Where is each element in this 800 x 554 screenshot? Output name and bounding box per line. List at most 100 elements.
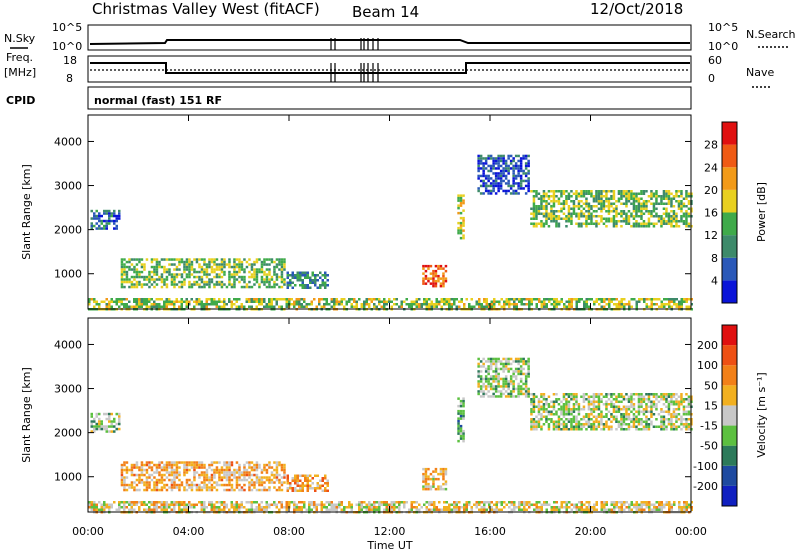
echo-cell: [140, 285, 144, 289]
echo-cell: [160, 478, 164, 482]
echo-cell: [610, 425, 613, 428]
echo-cell: [168, 506, 171, 509]
echo-cell: [519, 385, 523, 388]
echo-cell: [687, 202, 691, 205]
echo-cell: [125, 488, 129, 492]
echo-cell: [178, 483, 181, 487]
echo-cell: [670, 395, 673, 398]
echo-cell: [502, 169, 505, 173]
echo-cell: [223, 300, 226, 303]
echo-cell: [320, 501, 323, 504]
echo-cell: [90, 217, 93, 220]
echo-cell: [125, 506, 128, 509]
echo-cell: [675, 195, 678, 198]
echo-cell: [160, 503, 163, 506]
echo-cell: [434, 487, 438, 491]
echo-cell: [670, 205, 673, 208]
echo-cell: [418, 305, 421, 308]
echo-cell: [462, 439, 465, 443]
echo-cell: [304, 484, 307, 487]
echo-cell: [585, 428, 588, 431]
echo-cell: [635, 197, 638, 200]
ytick-label: 2000: [54, 427, 82, 440]
echo-cell: [205, 473, 209, 477]
echo-cell: [508, 305, 511, 308]
echo-cell: [479, 377, 483, 381]
echo-cell: [687, 200, 691, 203]
echo-cell: [205, 268, 209, 271]
echo-cell: [286, 284, 289, 287]
echo-cell: [424, 269, 428, 273]
echo-cell: [555, 298, 558, 301]
echo-cell: [158, 501, 161, 504]
echo-cell: [547, 423, 551, 426]
echo-cell: [230, 501, 233, 504]
echo-cell: [653, 506, 656, 509]
echo-cell: [567, 420, 571, 423]
echo-cell: [685, 305, 688, 308]
echo-cell: [678, 506, 681, 509]
echo-cell: [499, 367, 503, 371]
echo-cell: [550, 205, 553, 208]
echo-cell: [163, 503, 166, 506]
echo-cell: [155, 268, 159, 271]
echo-cell: [248, 486, 251, 489]
echo-cell: [220, 275, 224, 279]
echo-cell: [188, 468, 191, 472]
echo-cell: [477, 382, 480, 386]
echo-cell: [687, 423, 691, 426]
echo-cell: [643, 298, 646, 301]
echo-cell: [577, 425, 581, 428]
echo-cell: [685, 503, 688, 506]
echo-cell: [535, 210, 538, 213]
echo-cell: [625, 205, 628, 208]
echo-cell: [650, 303, 653, 306]
echo-cell: [484, 182, 488, 185]
echo-cell: [153, 486, 156, 489]
echo-cell: [328, 508, 331, 511]
echo-cell: [383, 501, 386, 504]
echo-cell: [306, 484, 309, 487]
echo-cell: [509, 367, 513, 371]
echo-cell: [620, 501, 623, 504]
echo-cell: [627, 220, 631, 223]
echo-cell: [108, 415, 111, 418]
echo-cell: [685, 225, 688, 228]
echo-cell: [645, 200, 648, 203]
echo-cell: [622, 423, 626, 426]
echo-cell: [275, 258, 279, 261]
echo-cell: [205, 468, 209, 472]
echo-cell: [672, 413, 676, 416]
echo-cell: [243, 483, 246, 487]
echo-cell: [532, 195, 536, 198]
echo-cell: [665, 197, 668, 200]
echo-cell: [138, 506, 141, 509]
echo-cell: [190, 466, 194, 469]
echo-cell: [570, 395, 573, 398]
echo-cell: [640, 222, 643, 225]
echo-cell: [650, 190, 653, 193]
echo-cell: [335, 506, 338, 509]
echo-cell: [547, 425, 551, 428]
echo-cell: [575, 503, 578, 506]
echo-cell: [612, 222, 616, 225]
echo-cell: [612, 197, 616, 200]
echo-cell: [413, 303, 416, 306]
echo-cell: [183, 278, 186, 281]
echo-cell: [630, 305, 633, 308]
echo-cell: [289, 279, 292, 282]
echo-cell: [572, 428, 576, 431]
echo-cell: [143, 268, 146, 271]
echo-cell: [135, 285, 139, 289]
echo-cell: [180, 503, 183, 506]
echo-cell: [497, 184, 500, 188]
echo-cell: [680, 398, 683, 401]
echo-cell: [183, 471, 186, 474]
echo-cell: [637, 205, 641, 208]
echo-cell: [306, 487, 309, 490]
echo-cell: [663, 303, 666, 306]
echo-cell: [370, 508, 373, 511]
echo-cell: [595, 415, 598, 418]
echo-cell: [173, 278, 176, 281]
echo-cell: [582, 192, 586, 195]
